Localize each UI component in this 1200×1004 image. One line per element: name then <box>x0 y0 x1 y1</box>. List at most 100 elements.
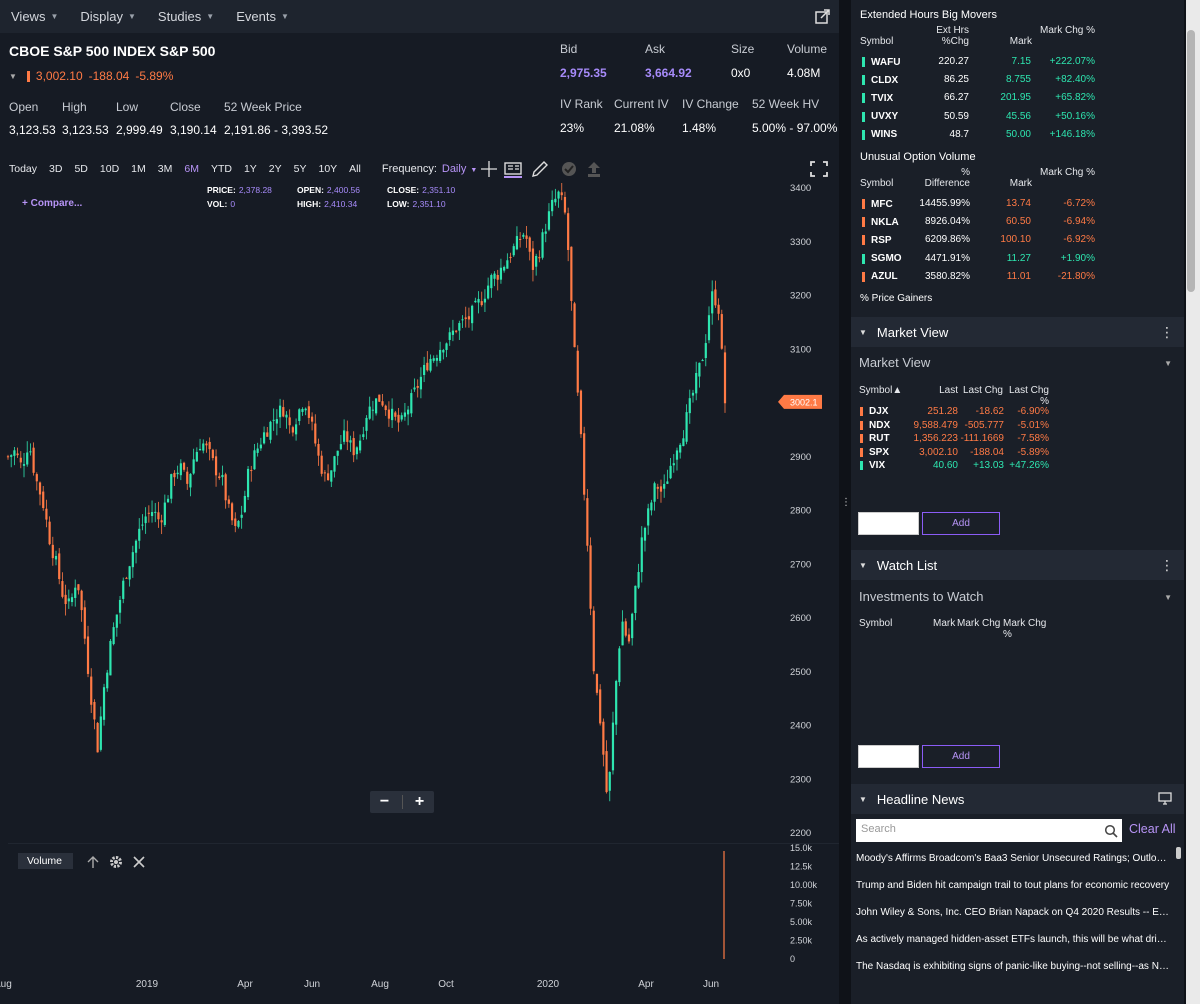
candle-body <box>439 349 442 361</box>
gear-icon[interactable] <box>109 855 123 869</box>
ohlc-open-value: 2,400.56 <box>326 185 361 195</box>
mv-header-symbol[interactable]: Symbol▲ <box>859 385 903 396</box>
range-3d[interactable]: 3D <box>49 163 63 175</box>
pane-resize-handle[interactable]: ⋮ <box>841 497 851 508</box>
candle-body <box>237 521 240 527</box>
range-6m[interactable]: 6M <box>184 163 199 175</box>
candle-body <box>538 257 541 259</box>
wl-header-markchg[interactable]: Mark Chg <box>957 618 1001 629</box>
more-vertical-icon[interactable]: ⋮ <box>1160 324 1174 340</box>
zoom-out-button[interactable]: − <box>379 793 390 810</box>
chevron-down-icon[interactable]: ▼ <box>859 560 867 570</box>
wl-header-markchgpct[interactable]: Mark Chg % <box>1003 618 1047 640</box>
range-ytd[interactable]: YTD <box>210 163 232 175</box>
candle-body <box>691 392 695 396</box>
zoom-in-button[interactable]: + <box>414 793 425 810</box>
more-vertical-icon[interactable]: ⋮ <box>1160 557 1174 573</box>
close-icon[interactable] <box>132 855 146 869</box>
pencil-icon[interactable] <box>530 160 550 178</box>
arrow-up-icon[interactable] <box>86 855 100 869</box>
menu-display[interactable]: Display ▼ <box>69 9 147 24</box>
range-2y[interactable]: 2Y <box>268 163 282 175</box>
watch-list-add-button[interactable]: Add <box>922 745 1000 768</box>
mv-header-lastchgpct[interactable]: Last Chg % <box>1008 385 1049 407</box>
news-item[interactable]: Trump and Biden hit campaign trail to to… <box>856 880 1170 891</box>
menu-events[interactable]: Events ▼ <box>225 9 300 24</box>
compare-button[interactable]: + Compare... <box>22 198 83 209</box>
row-cell: 100.10 <box>1000 234 1031 246</box>
range-1y[interactable]: 1Y <box>243 163 257 175</box>
book-icon[interactable] <box>503 160 523 178</box>
popout-icon[interactable] <box>815 8 831 24</box>
check-circle-icon[interactable] <box>559 160 579 178</box>
news-scroll-thumb[interactable] <box>1176 847 1181 859</box>
news-header[interactable]: ▼ Headline News <box>851 784 1184 814</box>
mv-header-last[interactable]: Last <box>939 385 958 396</box>
wl-header-mark[interactable]: Mark <box>933 618 956 629</box>
unusual-header-markchg: Mark Chg % <box>1040 167 1096 178</box>
table-row[interactable]: NKLA <box>862 213 1102 231</box>
table-row[interactable]: MFC <box>862 195 1102 213</box>
fullscreen-icon[interactable] <box>809 160 829 178</box>
y-tick-label: 2400 <box>790 721 811 732</box>
size-label: Size <box>731 42 755 56</box>
table-row[interactable]: CLDX <box>862 71 1102 89</box>
table-row[interactable]: TVIX <box>862 89 1102 107</box>
price-gainers-link[interactable]: % Price Gainers <box>860 293 933 304</box>
table-row[interactable]: WINS <box>862 126 1102 144</box>
mv-header-lastchg[interactable]: Last Chg <box>962 385 1003 396</box>
chevron-down-icon[interactable]: ▼ <box>9 71 17 81</box>
side-panel-scroll-thumb[interactable] <box>1187 30 1195 292</box>
search-icon[interactable] <box>1104 824 1118 838</box>
market-view-header[interactable]: ▼ Market View ⋮ <box>851 317 1184 347</box>
range-10y[interactable]: 10Y <box>318 163 338 175</box>
table-row[interactable]: RSP <box>862 231 1102 249</box>
table-row[interactable]: AZUL <box>862 268 1102 286</box>
range-1m[interactable]: 1M <box>131 163 146 175</box>
ohlc-low-label: LOW: <box>387 199 410 209</box>
watch-list-header[interactable]: ▼ Watch List ⋮ <box>851 550 1184 580</box>
watch-list-symbol-input[interactable] <box>858 745 919 768</box>
table-row[interactable]: DJX <box>860 405 1100 418</box>
news-item[interactable]: As actively managed hidden-asset ETFs la… <box>856 934 1171 945</box>
market-view-dropdown[interactable]: Market View ▼ <box>859 355 1174 377</box>
table-row[interactable]: WAFU <box>862 53 1102 71</box>
news-search-input[interactable]: Search <box>856 819 1122 842</box>
volume-chart[interactable]: 15.0k 12.5k 10.00k 7.50k 5.00k 2.50k 0 Aug 2019 A… <box>0 843 839 1004</box>
table-row[interactable]: NDX <box>860 419 1100 432</box>
frequency-select[interactable]: Daily ▼ <box>442 163 477 175</box>
menu-studies[interactable]: Studies ▼ <box>147 9 225 24</box>
candle-body <box>208 441 211 450</box>
news-item[interactable]: John Wiley & Sons, Inc. CEO Brian Napack… <box>856 907 1171 918</box>
table-row[interactable]: VIX <box>860 459 1100 472</box>
range-3m[interactable]: 3M <box>157 163 173 175</box>
news-item[interactable]: The Nasdaq is exhibiting signs of panic-… <box>856 961 1171 972</box>
candle-body <box>22 464 26 466</box>
candle-body <box>679 444 682 453</box>
wl-header-symbol[interactable]: Symbol <box>859 618 893 629</box>
table-row[interactable]: RUT <box>860 432 1100 445</box>
news-item[interactable]: Moody's Affirms Broadcom's Baa3 Senior U… <box>856 853 1171 864</box>
candle-body <box>317 444 320 456</box>
clear-all-button[interactable]: Clear All <box>1129 822 1176 836</box>
chart-area[interactable]: + Compare... PRICE: 2,378.28 OPEN: 2,400.5… <box>0 183 839 843</box>
range-today[interactable]: Today <box>9 163 38 175</box>
table-row[interactable]: SPX <box>860 446 1100 459</box>
menu-views[interactable]: Views ▼ <box>0 9 69 24</box>
monitor-icon[interactable] <box>1158 792 1172 805</box>
market-view-symbol-input[interactable] <box>858 512 919 535</box>
table-row[interactable]: UVXY <box>862 108 1102 126</box>
range-10d[interactable]: 10D <box>99 163 120 175</box>
chevron-down-icon[interactable]: ▼ <box>859 794 867 804</box>
range-5d[interactable]: 5D <box>74 163 88 175</box>
chevron-down-icon[interactable]: ▼ <box>859 327 867 337</box>
market-view-add-button[interactable]: Add <box>922 512 1000 535</box>
table-row[interactable]: SGMO <box>862 250 1102 268</box>
range-all[interactable]: All <box>349 163 361 175</box>
crosshair-icon[interactable] <box>479 160 499 178</box>
watch-list-dropdown[interactable]: Investments to Watch ▼ <box>859 589 1174 611</box>
price-chart[interactable]: 3400330032003100300029002800270026002500… <box>0 183 839 843</box>
candle-body <box>182 462 186 470</box>
range-5y[interactable]: 5Y <box>293 163 307 175</box>
share-icon[interactable] <box>584 160 604 178</box>
